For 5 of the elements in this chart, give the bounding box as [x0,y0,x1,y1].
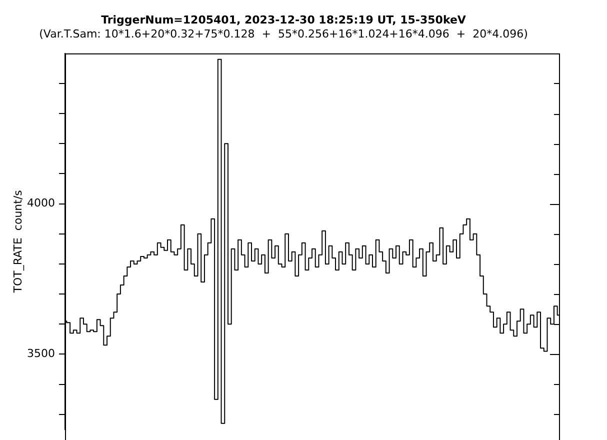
chart-title: TriggerNum=1205401, 2023-12-30 18:25:19 UT, 15-350keV [101,13,466,26]
chart-subtitle: (Var.T.Sam: 10*1.6+20*0.32+75*0.128 + 55*0.256+16*1.024+16*4.096 + 20*4.096) [39,28,528,41]
y-tick-label: 3500 [27,347,55,360]
y-tick-label: 4000 [27,196,55,210]
y-axis-title: TOT_RATE count/s [11,190,24,294]
